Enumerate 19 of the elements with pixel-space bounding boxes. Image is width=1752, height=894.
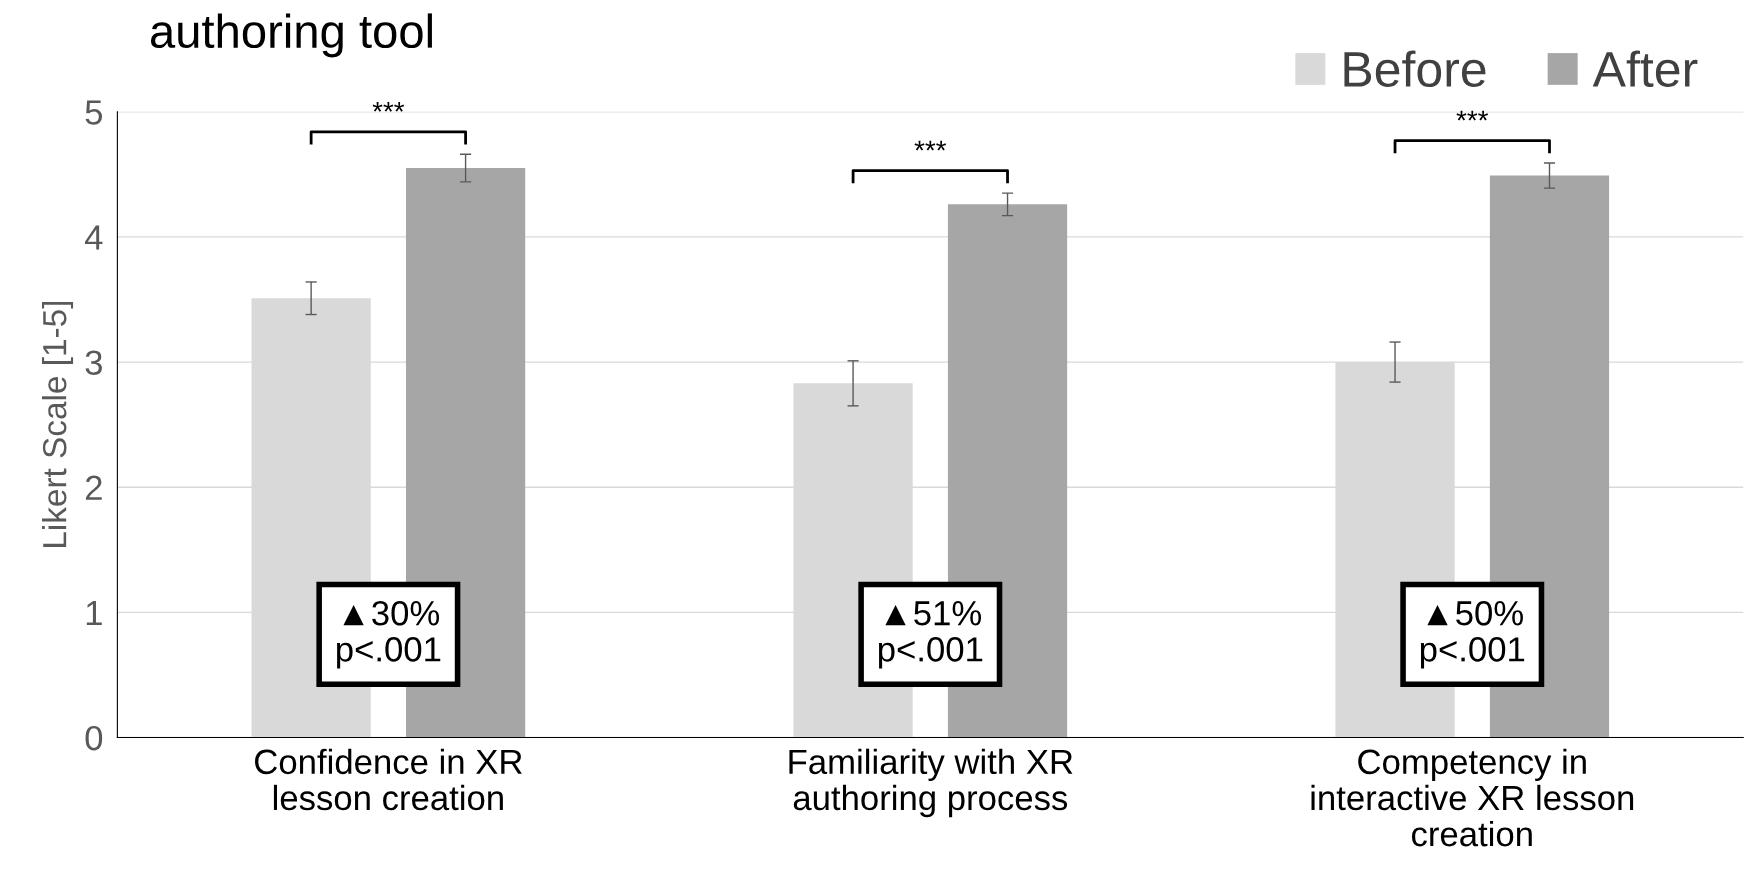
text: *** bbox=[372, 101, 405, 112]
y-tick-label: 1 bbox=[86, 601, 102, 625]
y-tick-label: 0 bbox=[85, 725, 103, 751]
x-tick-label: Familiarity with XR authoring process bbox=[789, 748, 1073, 818]
legend-label: After bbox=[1592, 50, 1698, 88]
y-tick-label: 4 bbox=[84, 225, 103, 250]
annotation: *** bbox=[1456, 110, 1489, 121]
chart-title: authoring tool bbox=[150, 13, 432, 58]
y-axis-title: Likert Scale [1-5] bbox=[42, 301, 74, 547]
y-tick-label: 3 bbox=[85, 350, 102, 375]
annotation: *** bbox=[914, 140, 947, 151]
legend-label: Before bbox=[1344, 50, 1486, 88]
y-tick-label: 2 bbox=[85, 475, 102, 500]
x-tick-label: Competency in interactive XR lesson creation bbox=[1311, 748, 1634, 847]
annotation: ▲51% p<.001 bbox=[878, 601, 983, 669]
annotation: ▲50% p<.001 bbox=[1420, 600, 1525, 669]
annotation: ▲30% p<.001 bbox=[337, 600, 441, 669]
y-tick-label: 5 bbox=[85, 100, 103, 125]
x-tick-label: Confidence in XR lesson creation bbox=[255, 748, 522, 811]
